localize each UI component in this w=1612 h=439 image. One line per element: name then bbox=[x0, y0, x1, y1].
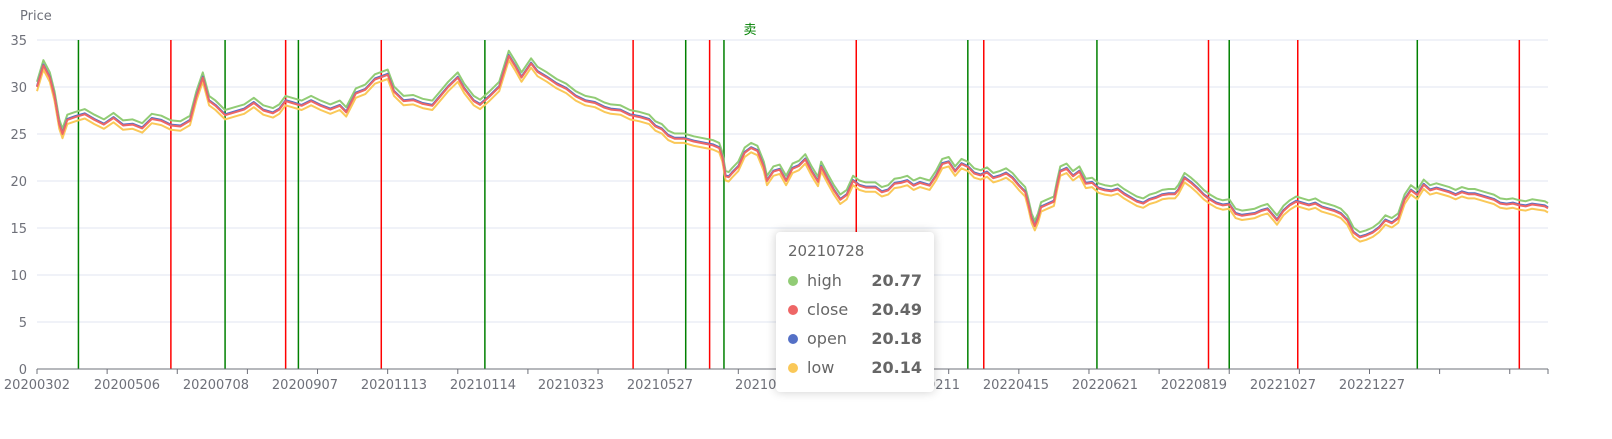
x-tick-label: 20220621 bbox=[1072, 378, 1138, 393]
sell-signal-label: 卖 bbox=[743, 23, 756, 38]
y-tick-label: 35 bbox=[10, 34, 27, 49]
tooltip-row-close: close 20.49 bbox=[788, 295, 922, 324]
tooltip-series-value: 20.49 bbox=[871, 300, 922, 319]
tooltip-row-open: open 20.18 bbox=[788, 324, 922, 353]
tooltip-date: 20210728 bbox=[788, 242, 865, 260]
data-tooltip: 20210728 high 20.77 close 20.49 open 20.18 low… bbox=[776, 232, 934, 392]
series-line-low bbox=[36, 59, 1549, 243]
legend-dot-icon bbox=[788, 362, 798, 373]
y-tick-label: 5 bbox=[19, 316, 27, 331]
y-tick-label: 10 bbox=[10, 269, 27, 284]
y-tick-label: 15 bbox=[10, 222, 27, 237]
tooltip-series-value: 20.14 bbox=[871, 358, 922, 377]
legend-dot-icon bbox=[788, 304, 798, 315]
y-tick-label: 0 bbox=[19, 363, 27, 378]
legend-dot-icon bbox=[788, 275, 798, 286]
tooltip-series-value: 20.18 bbox=[871, 329, 922, 348]
x-tick-label: 20210114 bbox=[450, 378, 516, 393]
series-line-high bbox=[36, 49, 1549, 234]
x-tick-label: 20221227 bbox=[1339, 378, 1405, 393]
y-axis-title: Price bbox=[20, 9, 52, 24]
tooltip-row-high: high 20.77 bbox=[788, 266, 922, 295]
x-tick-label: 20210527 bbox=[627, 378, 693, 393]
tooltip-row-low: low 20.14 bbox=[788, 353, 922, 382]
x-tick-label: 20200708 bbox=[183, 378, 249, 393]
x-tick-label: 20220415 bbox=[983, 378, 1049, 393]
y-tick-label: 25 bbox=[10, 128, 27, 143]
x-tick-label: 20200302 bbox=[4, 378, 70, 393]
y-tick-label: 30 bbox=[10, 81, 27, 96]
tooltip-series-name: close bbox=[807, 300, 849, 319]
price-series bbox=[36, 49, 1549, 243]
y-tick-label: 20 bbox=[10, 175, 27, 190]
tooltip-series-name: open bbox=[807, 329, 847, 348]
x-tick-label: 20221027 bbox=[1250, 378, 1316, 393]
series-line-close bbox=[36, 55, 1549, 239]
x-tick-label: 20210323 bbox=[538, 378, 604, 393]
x-tick-label: 20220819 bbox=[1161, 378, 1227, 393]
x-tick-label: 20201113 bbox=[361, 378, 427, 393]
x-tick-label: 20200907 bbox=[272, 378, 338, 393]
tooltip-series-name: low bbox=[807, 358, 835, 377]
legend-dot-icon bbox=[788, 333, 798, 344]
x-tick-label: 20200506 bbox=[94, 378, 160, 393]
y-axis-ticks: 0 5 10 15 20 25 30 35 bbox=[10, 34, 27, 378]
series-line-open bbox=[36, 54, 1549, 238]
tooltip-series-value: 20.77 bbox=[871, 271, 922, 290]
tooltip-series-name: high bbox=[807, 271, 842, 290]
